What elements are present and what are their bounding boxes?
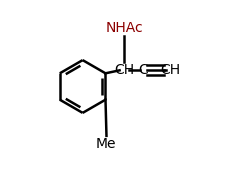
Text: Me: Me xyxy=(95,136,116,151)
Text: CH: CH xyxy=(160,63,180,77)
Text: NHAc: NHAc xyxy=(105,21,143,35)
Text: CH: CH xyxy=(114,63,134,77)
Text: C: C xyxy=(138,63,148,77)
